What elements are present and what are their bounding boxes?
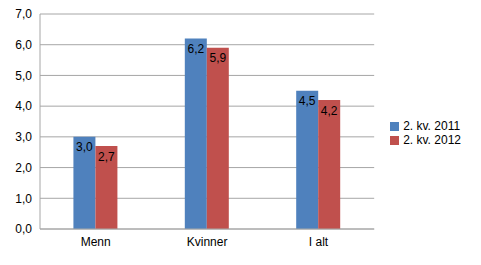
svg-text:I alt: I alt <box>309 235 329 249</box>
svg-text:6,0: 6,0 <box>15 38 32 52</box>
svg-text:1,0: 1,0 <box>15 192 32 206</box>
html-text:2. kv. 2011: 2. kv. 2011 <box>403 118 461 133</box>
html-text:2. kv. 2012: 2. kv. 2012 <box>403 132 461 147</box>
svg-text:5,9: 5,9 <box>209 51 226 65</box>
svg-text:2,7: 2,7 <box>98 150 115 164</box>
svg-text:3,0: 3,0 <box>15 130 32 144</box>
svg-text:0,0: 0,0 <box>15 222 32 236</box>
svg-text:3,0: 3,0 <box>76 140 93 154</box>
svg-text:Kvinner: Kvinner <box>187 235 228 249</box>
svg-text:5,0: 5,0 <box>15 69 32 83</box>
svg-text:2,0: 2,0 <box>15 161 32 175</box>
svg-text:6,2: 6,2 <box>187 42 204 56</box>
svg-text:4,0: 4,0 <box>15 99 32 113</box>
svg-text:7,0: 7,0 <box>15 7 32 21</box>
svg-text:Menn: Menn <box>81 235 111 249</box>
svg-text:4,2: 4,2 <box>321 104 338 118</box>
svg-text:4,5: 4,5 <box>299 94 316 108</box>
